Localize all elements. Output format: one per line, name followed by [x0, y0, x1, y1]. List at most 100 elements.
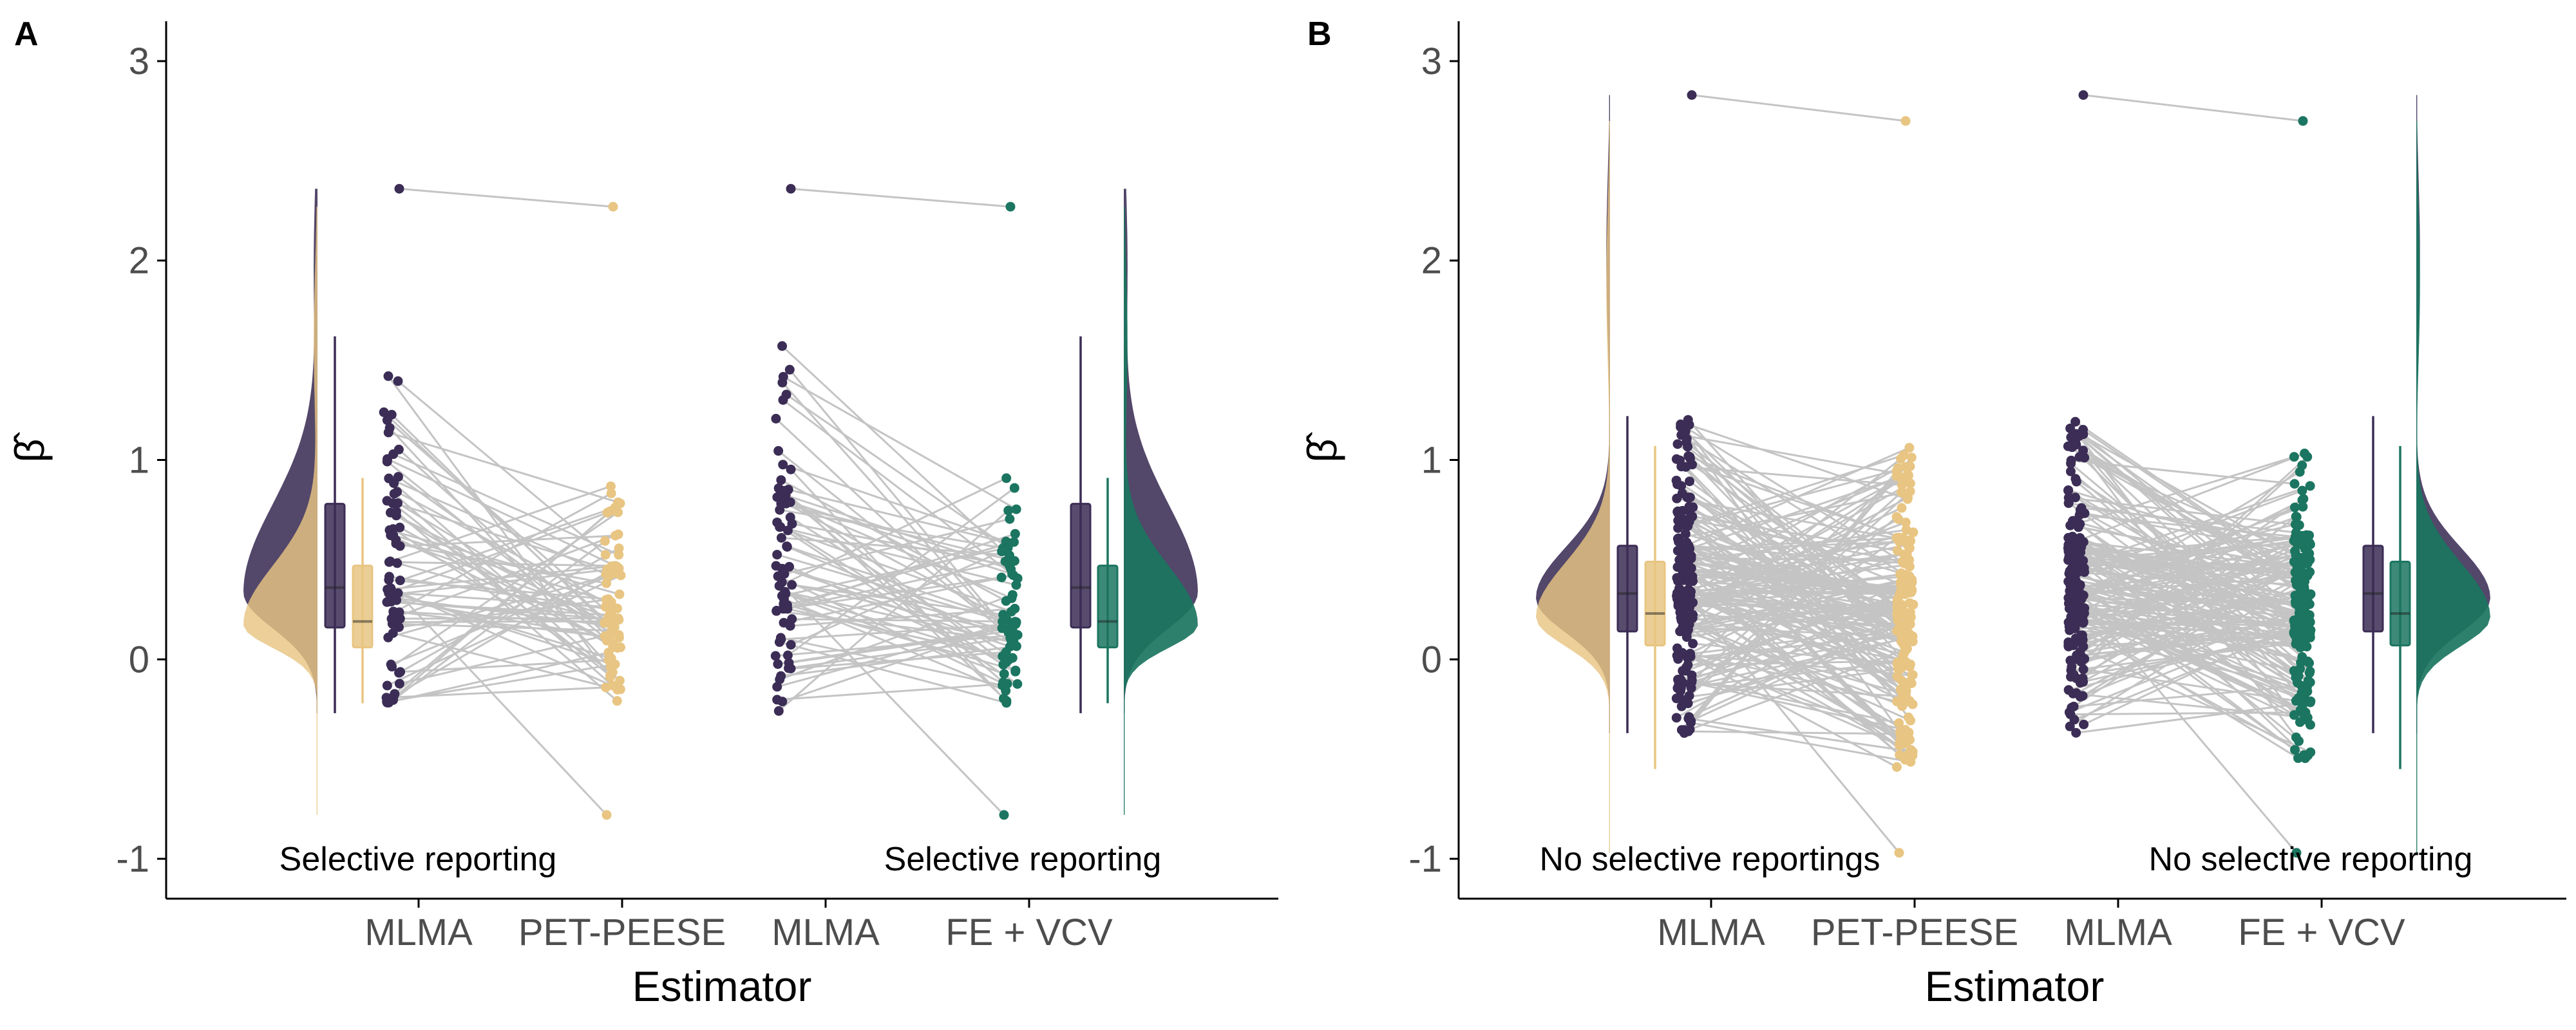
panel-b-pair1-point-mlma: [1683, 451, 1694, 462]
panel-a-pair1-connector-line: [399, 527, 607, 642]
panel-b-x-tick-label-1: MLMA: [1657, 912, 1765, 953]
panel-a-pair1-point-petpeese: [615, 498, 625, 509]
panel-a-pair1-connector-line: [388, 431, 619, 503]
panel-b-y-axis-title: β̂: [1299, 432, 1345, 463]
panel-a-pair2-connector-line: [786, 546, 1012, 642]
panel-a-pair2-point-fevcv: [1009, 483, 1019, 493]
panel-b-pair2-point-fevcv: [2297, 616, 2307, 626]
panel-b-pair1-connector-line: [1689, 505, 1906, 628]
panel-b-pair2-connector-line: [2076, 593, 2298, 854]
panel-a-pair1-point-petpeese: [600, 536, 610, 546]
panel-b-pair1-point-petpeese: [1897, 600, 1908, 610]
panel-a-pair1-connector-line: [399, 506, 616, 582]
panel-a-pair2-connector-line: [788, 566, 1007, 663]
panel-b-pair1-connector-line: [1680, 476, 1903, 599]
panel-a-boxplot-mlma-2-box: [1070, 503, 1092, 629]
panel-b-pair2-point-fevcv: [2291, 512, 2302, 522]
panel-b-pair2-connector-line: [2083, 94, 2304, 122]
panel-b-pair1-connector-line: [1690, 655, 1911, 741]
panel-a-pair1-point-petpeese: [610, 530, 620, 541]
panel-b-pair1-connector-line: [1681, 465, 1902, 486]
panel-a-pair2-point-mlma: [771, 413, 781, 424]
panel-a-pair2-connector-line: [781, 479, 1007, 602]
panel-a-pair2-point-fevcv: [1011, 580, 1021, 590]
panel-b-pair1-point-petpeese: [1895, 736, 1905, 747]
panel-a-boxplot-petpeese-box: [352, 565, 374, 649]
panel-a-pair2-point-fevcv: [1009, 537, 1019, 547]
panel-a-pair1-connector-line: [389, 427, 612, 668]
panel-b-pair2-point-mlma: [2068, 688, 2078, 698]
panel-a-pair1-point-mlma: [382, 496, 392, 506]
panel-a-annotation-1: Selective reporting: [279, 841, 557, 878]
panel-b-pair2-point-mlma: [2069, 670, 2079, 680]
panel-a-pair1-point-mlma: [388, 628, 398, 638]
panel-a-pair1-point-petpeese: [601, 578, 612, 588]
panel-b-pair2-connector-line: [2081, 610, 2309, 663]
panel-b-pair1-point-mlma: [1674, 536, 1684, 547]
panel-b-pair2-connector-line: [2071, 586, 2305, 668]
panel-b-pair1-connector-line: [1685, 447, 1910, 547]
panel-a-pair2-point-mlma: [773, 659, 783, 670]
panel-a-pair1-connector-line: [393, 502, 621, 695]
panel-b-pair1-connector-line: [1690, 567, 1899, 630]
panel-b-annotation-2: No selective reporting: [2149, 841, 2473, 878]
panel-b-pair1-point-petpeese: [1894, 718, 1904, 728]
panel-b-x-tick-label-4: FE + VCV: [2238, 912, 2405, 953]
panel-b-pair1-point-petpeese: [1905, 461, 1915, 471]
panel-a-pair1-point-petpeese: [606, 488, 616, 498]
panel-a-pair1-connector-line: [386, 500, 608, 570]
panel-b-pair2-connector-line: [2081, 618, 2297, 640]
panel-a-pair2-point-fevcv: [999, 669, 1009, 679]
panel-b-pair1-point-mlma: [1674, 555, 1685, 565]
panel-a-y-tick-label-0: -1: [116, 838, 149, 880]
panel-b-pair1-connector-line: [1678, 583, 1911, 607]
panel-b-pair1-connector-line: [1687, 632, 1909, 659]
panel-b-pair2-point-mlma: [2069, 586, 2079, 596]
panel-b-pair2-point-fevcv: [2303, 548, 2313, 559]
panel-a-pair2-point-mlma: [782, 525, 793, 536]
panel-b-pair2-connector-line: [2074, 620, 2295, 626]
panel-b-pair1-connector-line: [1684, 569, 1902, 594]
panel-b-pair1-point-mlma: [1685, 492, 1695, 503]
panel-b-pair1-point-petpeese: [1908, 599, 1918, 610]
panel-a-pair2-point-mlma: [772, 605, 782, 615]
panel-b-pair2-point-fevcv: [2301, 715, 2311, 725]
panel-a-pair1-connector-line: [400, 659, 609, 673]
panel-b-pair2-point-mlma: [2065, 721, 2075, 731]
panel-b-pair2-point-mlma: [2070, 619, 2080, 630]
panel-b-pair2-point-mlma: [2079, 563, 2089, 573]
panel-a-pair1-point-petpeese: [614, 589, 625, 599]
panel-a-pair2-point-mlma: [778, 371, 788, 382]
panel-b-points: [1671, 90, 2316, 858]
panel-b-pair1-point-mlma: [1680, 565, 1690, 576]
panel-a-y-tick-label-1: 0: [129, 639, 149, 680]
panel-b-pair1-connector-line: [1688, 730, 1909, 735]
panel-a-pair2-point-mlma: [784, 658, 794, 668]
panel-b-pair2-point-mlma: [2071, 543, 2081, 554]
panel-a-x-tick-label-2: PET-PEESE: [518, 912, 726, 953]
panel-a-pair1-point-petpeese: [614, 675, 625, 686]
panel-a-pair1-point-mlma: [395, 522, 405, 532]
panel-a-pair2-point-mlma: [785, 497, 795, 507]
panel-b-pair1-connector-line: [1685, 532, 1914, 606]
panel-b-pair2-point-mlma: [2076, 594, 2087, 604]
panel-a-pair2-point-fevcv: [1005, 514, 1015, 524]
panel-b-pair1-connector-line: [1686, 438, 1906, 576]
panel-b-pair1-point-petpeese: [1906, 536, 1916, 546]
panel-b-pair2-point-fevcv: [2305, 481, 2315, 491]
panel-b-pair2-connector-line: [2083, 456, 2297, 581]
panel-a: A -1 0 1 2 3 β̂ MLMA PET-PEESE MLMA FE + VCV…: [6, 15, 1278, 1010]
panel-b-pair2-connector-line: [2074, 420, 2296, 574]
panel-b-pair1-point-petpeese: [1906, 715, 1916, 726]
panel-a-boxplot-mlma-1-box: [324, 503, 346, 629]
panel-b-pair1-point-mlma: [1672, 650, 1682, 660]
panel-b-pair2-point-fevcv: [2289, 616, 2299, 626]
panel-a-pair2-connector-line: [782, 493, 1012, 570]
panel-b-pair1-point-petpeese: [1896, 454, 1906, 464]
panel-b-pair2-connector-line: [2074, 575, 2311, 623]
panel-a-pair1-point-petpeese: [600, 602, 611, 612]
panel-b-pair2-connector-line: [2074, 631, 2295, 660]
panel-a-pair2-point-mlma: [780, 586, 790, 597]
panel-a-pair2-point-fevcv: [1010, 529, 1020, 539]
panel-b-pair1-connector-line: [1683, 682, 1904, 698]
